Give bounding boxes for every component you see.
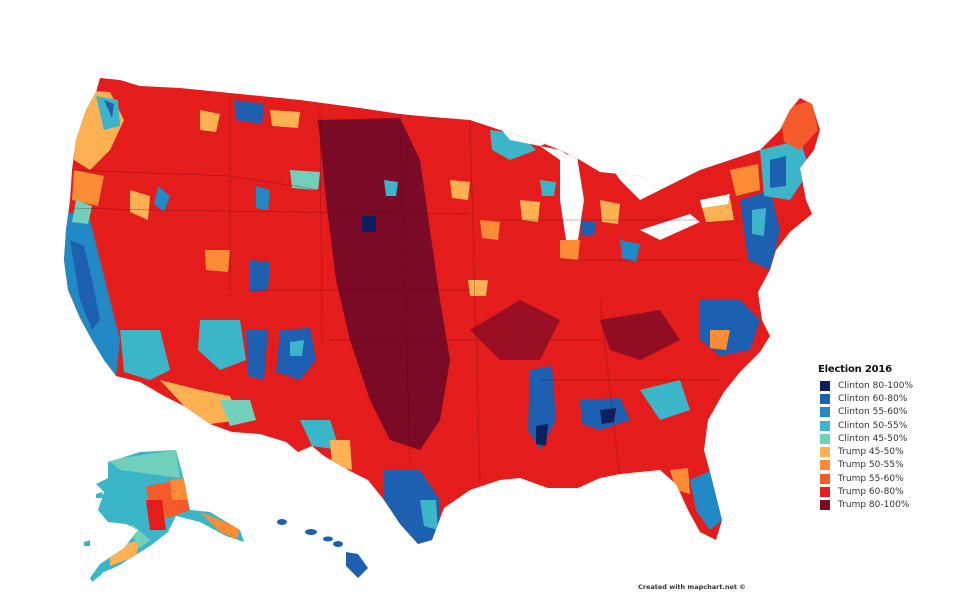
legend-item: Clinton 45-50% <box>818 432 948 445</box>
legend-swatch <box>820 433 830 444</box>
legend-label: Trump 60-80% <box>838 487 904 498</box>
hawaii <box>277 519 368 578</box>
legend-item: Clinton 50-55% <box>818 419 948 432</box>
legend-swatch <box>820 487 830 498</box>
legend-label: Trump 55-60% <box>838 473 904 484</box>
legend-items: Clinton 80-100% Clinton 60-80% Clinton 5… <box>818 379 948 512</box>
legend-swatch <box>820 393 830 404</box>
legend-swatch <box>820 473 830 484</box>
legend-label: Clinton 60-80% <box>838 393 908 404</box>
legend-swatch <box>820 407 830 418</box>
map-legend: Election 2016 Clinton 80-100% Clinton 60… <box>818 364 948 512</box>
legend-swatch <box>820 380 830 391</box>
legend-item: Trump 50-55% <box>818 459 948 472</box>
credit-text: Created with mapchart.net © <box>638 583 746 591</box>
legend-label: Trump 50-55% <box>838 460 904 471</box>
legend-label: Clinton 55-60% <box>838 407 908 418</box>
legend-swatch <box>820 447 830 458</box>
legend-swatch <box>820 420 830 431</box>
legend-label: Clinton 80-100% <box>838 380 914 391</box>
legend-label: Trump 80-100% <box>838 500 910 511</box>
legend-item: Trump 55-60% <box>818 472 948 485</box>
legend-item: Clinton 60-80% <box>818 392 948 405</box>
legend-item: Clinton 80-100% <box>818 379 948 392</box>
legend-item: Trump 60-80% <box>818 485 948 498</box>
legend-label: Trump 45-50% <box>838 447 904 458</box>
legend-label: Clinton 45-50% <box>838 433 908 444</box>
legend-item: Clinton 55-60% <box>818 406 948 419</box>
legend-item: Trump 80-100% <box>818 499 948 512</box>
legend-swatch <box>820 460 830 471</box>
legend-label: Clinton 50-55% <box>838 420 908 431</box>
legend-swatch <box>820 500 830 511</box>
legend-item: Trump 45-50% <box>818 445 948 458</box>
legend-title: Election 2016 <box>818 364 892 375</box>
